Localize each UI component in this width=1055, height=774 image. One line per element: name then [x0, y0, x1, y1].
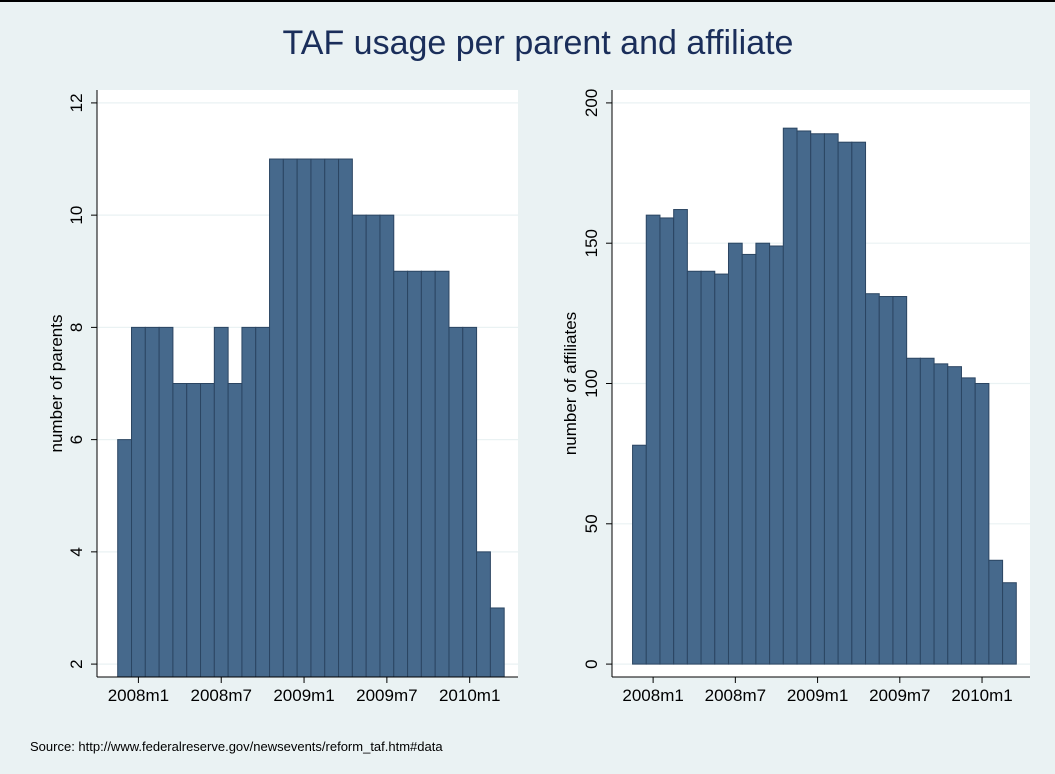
bar — [727, 242, 743, 665]
y-tick-label: 6 — [67, 435, 86, 444]
bar — [255, 326, 271, 678]
bar — [714, 273, 729, 665]
y-axis-title: number of parents — [47, 315, 66, 453]
bar — [393, 270, 409, 678]
bar — [407, 270, 422, 678]
bar — [462, 326, 478, 678]
y-tick-label: 50 — [582, 514, 601, 533]
bar — [769, 245, 784, 665]
y-axis-title: number of affiliates — [561, 312, 580, 455]
y-tick-label: 100 — [582, 369, 601, 397]
bar — [172, 383, 188, 678]
y-tick-label: 0 — [582, 659, 601, 668]
bar — [645, 214, 661, 665]
bar — [117, 439, 133, 678]
bar — [906, 357, 921, 665]
bar — [865, 293, 880, 665]
bar — [673, 209, 688, 665]
x-tick-label: 2008m1 — [108, 686, 169, 705]
x-tick-label: 2008m7 — [191, 686, 252, 705]
bar — [351, 214, 367, 678]
bar — [632, 444, 647, 665]
bar — [476, 551, 491, 678]
bar — [282, 158, 298, 678]
x-tick-label: 2009m1 — [787, 686, 848, 705]
bar — [810, 133, 825, 665]
x-tick-label: 2008m7 — [705, 686, 766, 705]
bar — [420, 270, 436, 678]
bar — [919, 357, 935, 665]
bar — [823, 133, 839, 665]
bar — [144, 326, 160, 678]
bar — [974, 383, 990, 665]
y-tick-label: 150 — [582, 229, 601, 257]
bar — [960, 377, 976, 665]
bar — [659, 217, 675, 665]
bar — [269, 158, 284, 678]
bar — [755, 242, 771, 665]
bar — [700, 270, 716, 665]
bar — [241, 326, 257, 678]
x-tick-label: 2009m7 — [869, 686, 930, 705]
bar — [892, 296, 908, 665]
bar — [434, 270, 450, 678]
x-tick-label: 2009m7 — [356, 686, 417, 705]
bar — [310, 158, 326, 678]
y-tick-label: 200 — [582, 89, 601, 117]
y-tick-label: 10 — [67, 206, 86, 225]
bar — [988, 559, 1004, 665]
source-note: Source: http://www.federalreserve.gov/ne… — [30, 739, 443, 754]
bar — [186, 383, 202, 678]
y-tick-label: 4 — [67, 547, 86, 556]
y-tick-label: 8 — [67, 323, 86, 332]
bar — [200, 383, 215, 678]
bar — [851, 141, 867, 665]
bar — [448, 326, 464, 678]
bar — [878, 296, 894, 665]
x-tick-label: 2008m1 — [622, 686, 683, 705]
bar — [837, 141, 853, 665]
bar — [379, 214, 395, 678]
x-tick-label: 2010m1 — [951, 686, 1012, 705]
x-tick-label: 2010m1 — [439, 686, 500, 705]
bar — [933, 363, 949, 665]
bar — [782, 127, 798, 665]
bar — [947, 366, 962, 665]
bar — [213, 326, 229, 678]
bar — [796, 130, 812, 665]
y-tick-label: 12 — [67, 93, 86, 112]
bar — [1002, 582, 1017, 665]
bar — [686, 270, 702, 665]
bar — [489, 607, 505, 678]
bar — [741, 253, 757, 665]
bar — [338, 158, 353, 678]
bar — [131, 326, 146, 678]
bar — [324, 158, 340, 678]
bar — [158, 326, 174, 678]
x-tick-label: 2009m1 — [273, 686, 334, 705]
y-tick-label: 2 — [67, 659, 86, 668]
bar — [296, 158, 312, 678]
bar — [227, 383, 243, 678]
chart-title: TAF usage per parent and affiliate — [283, 24, 794, 62]
bar — [365, 214, 381, 678]
